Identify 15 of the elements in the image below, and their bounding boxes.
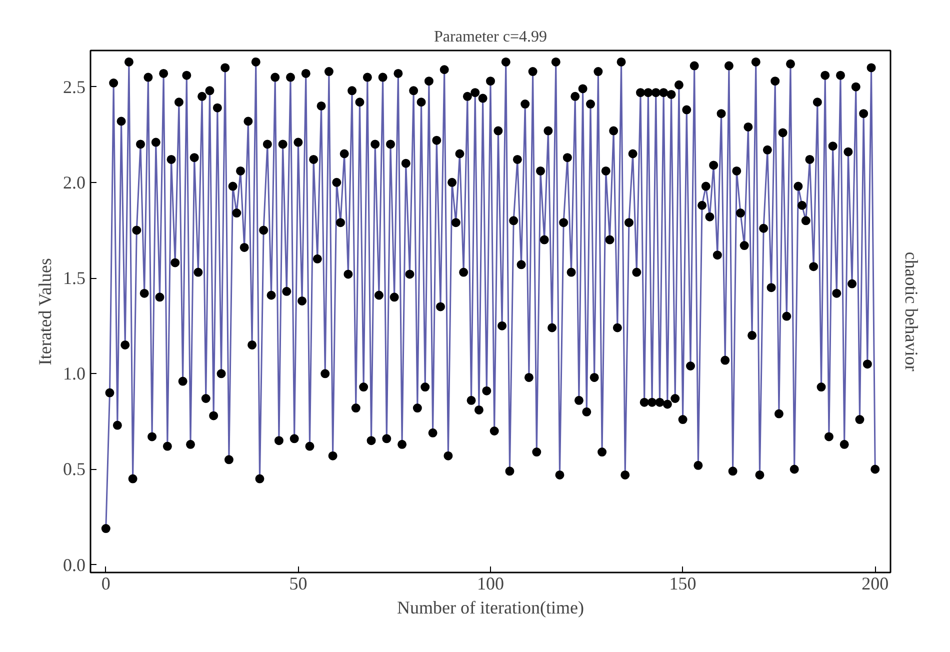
y-axis-title: Iterated Values xyxy=(35,258,55,366)
x-tick-label: 100 xyxy=(477,574,504,594)
x-tick-label: 50 xyxy=(289,574,308,594)
x-tick-label: 0 xyxy=(101,574,110,594)
y-tick-label: 1.5 xyxy=(63,268,86,288)
x-tick-label: 200 xyxy=(862,574,889,594)
y-tick-label: 0.0 xyxy=(63,554,86,575)
y2-axis-title: chaotic behavior xyxy=(902,252,922,372)
y-tick-label: 1.0 xyxy=(63,364,86,384)
x-axis-title: Number of iteration(time) xyxy=(397,598,584,618)
y-tick-label: 0.5 xyxy=(63,459,86,480)
chart-title: Parameter c=4.99 xyxy=(434,28,547,46)
x-tick-label: 150 xyxy=(669,574,696,594)
y-tick-label: 2.0 xyxy=(63,172,86,192)
y-tick-label: 2.5 xyxy=(63,76,86,97)
